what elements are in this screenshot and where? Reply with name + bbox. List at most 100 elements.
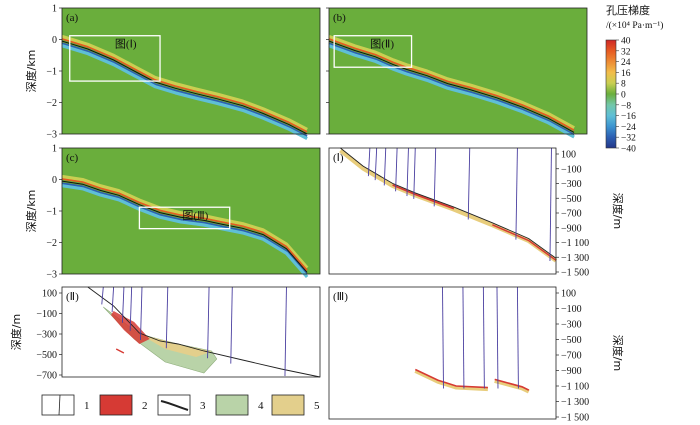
panel-background <box>62 148 320 274</box>
y-tick-label: 100 <box>561 289 576 300</box>
colorbar-tick-label: −24 <box>621 123 636 133</box>
y-tick-label: −300 <box>561 320 582 331</box>
slope-profile <box>61 180 308 273</box>
colorbar-tick-label: 24 <box>621 58 631 68</box>
well-trace <box>496 286 499 389</box>
y-axis-label: 深度/m <box>611 193 625 229</box>
y-tick-label: −500 <box>561 335 582 346</box>
legend-label: 2 <box>142 400 148 412</box>
y-tick-label: −1 500 <box>561 268 589 279</box>
slope-profile <box>61 40 308 135</box>
y-tick-label: −100 <box>36 309 57 320</box>
y-tick-label: −700 <box>561 209 582 220</box>
well-trace <box>433 147 437 207</box>
y-tick-label: −100 <box>561 164 582 175</box>
inset-box <box>69 35 161 82</box>
well-trace <box>413 147 416 199</box>
well-trace <box>395 147 398 192</box>
red-streak <box>115 348 125 354</box>
panel-a <box>59 7 321 141</box>
legend-swatch-red <box>99 394 133 416</box>
well-trace <box>482 286 485 389</box>
well-trace <box>101 286 104 305</box>
y-tick-label: −700 <box>36 371 57 382</box>
upper-positive-band <box>61 34 308 132</box>
panel-c <box>59 147 321 279</box>
slope-profile <box>328 40 575 133</box>
y-tick-label: 100 <box>42 289 57 300</box>
inset-label: 图(Ⅲ) <box>182 209 208 222</box>
inset-label: 图(Ⅱ) <box>370 38 394 51</box>
legend-well-line <box>58 394 61 416</box>
well-trace <box>207 286 210 359</box>
y-tick-label: −1 100 <box>561 382 589 393</box>
y-tick-label: −1 300 <box>561 253 589 264</box>
zoom-panel-3 <box>328 286 559 420</box>
y-tick-label: 1 <box>52 4 57 15</box>
y-tick-label: −100 <box>561 304 582 315</box>
well-trace <box>284 286 287 377</box>
legend-swatch-well <box>41 394 75 416</box>
well-trace <box>516 286 519 389</box>
well-trace <box>129 286 133 331</box>
legend-item-4 <box>215 394 249 416</box>
lower-negative-band <box>328 44 575 139</box>
y-tick-label: −900 <box>561 223 582 234</box>
y-tick-label: −700 <box>561 351 582 362</box>
colorbar-tick-label: 8 <box>621 80 626 90</box>
well-trace <box>549 147 552 261</box>
colorbar-unit: /(×10⁴ Pa·m⁻¹) <box>606 20 663 31</box>
legend <box>41 394 305 416</box>
panel-label: (a) <box>66 12 79 24</box>
colorbar-tick-label: 0 <box>621 91 626 101</box>
y-tick-label: 1 <box>52 144 57 155</box>
yellow-band <box>414 369 489 392</box>
panel-label: (b) <box>333 12 346 24</box>
colorbar <box>605 39 617 149</box>
colorbar-tick-label: 16 <box>621 69 631 79</box>
red-band <box>494 378 530 391</box>
legend-item-5 <box>271 394 305 416</box>
well-trace <box>165 286 169 349</box>
negative-peak-band <box>328 42 575 136</box>
colorbar-tick-label: −40 <box>621 145 636 155</box>
y-tick-label: −1 100 <box>561 238 589 249</box>
legend-label: 4 <box>258 400 264 412</box>
well-trace <box>442 286 444 389</box>
well-trace <box>467 147 471 220</box>
y-tick-label: 100 <box>561 150 576 161</box>
panel-label: (Ⅲ) <box>333 291 348 303</box>
inset-label: 图(Ⅰ) <box>115 38 137 51</box>
red-band <box>392 184 455 210</box>
colorbar-tick-label: −8 <box>621 101 631 111</box>
red-band <box>492 224 557 261</box>
zoom-frame <box>328 147 557 275</box>
panel-b <box>326 7 588 139</box>
upper-positive-band <box>61 174 309 270</box>
colorbar-tick-label: −32 <box>621 134 636 144</box>
y-tick-label: −500 <box>36 350 57 361</box>
legend-swatch-green <box>215 394 249 416</box>
colorbar-tick-label: 40 <box>621 37 631 47</box>
y-axis-label: 深度/m <box>611 335 625 371</box>
y-tick-label: −3 <box>46 270 57 281</box>
inset-box <box>138 206 231 230</box>
well-trace <box>111 286 115 313</box>
inset-box <box>333 35 413 68</box>
well-trace <box>140 286 143 341</box>
legend-label: 5 <box>314 400 320 412</box>
colorbar-tick-label: 32 <box>621 47 631 57</box>
yellow-band <box>494 378 530 394</box>
y-tick-label: −2 <box>46 238 57 249</box>
lower-negative-band <box>61 44 308 141</box>
slope-surface <box>87 286 321 378</box>
y-axis-label: 深度/km <box>24 50 38 93</box>
y-tick-label: −1 500 <box>561 413 589 424</box>
y-tick-label: −300 <box>561 179 582 190</box>
positive-peak-band <box>61 178 308 271</box>
y-axis-label: 深度/m <box>9 314 23 350</box>
legend-surface-line <box>160 400 189 411</box>
y-tick-label: −3 <box>46 130 57 141</box>
colorbar-title: 孔压梯度 <box>606 3 650 17</box>
